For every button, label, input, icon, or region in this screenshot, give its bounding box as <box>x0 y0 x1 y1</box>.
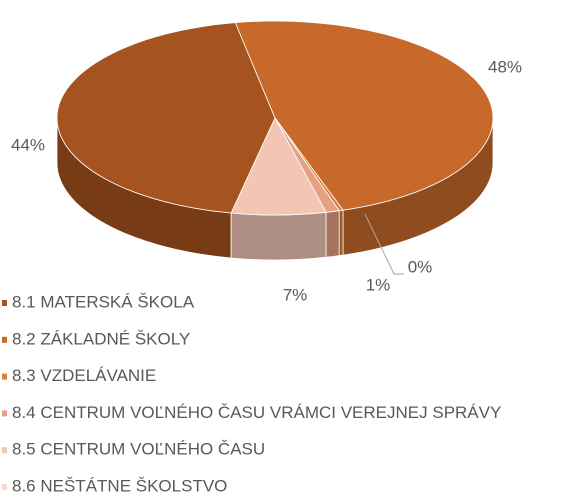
legend-label: 8.4 CENTRUM VOĽNÉHO ČASU VRÁMCI VEREJNEJ… <box>12 403 501 422</box>
slice <box>230 117 327 216</box>
legend-label: 8.5 CENTRUM VOĽNÉHO ČASU <box>12 440 265 459</box>
data-label: 7% <box>283 285 308 304</box>
legend-marker <box>2 300 7 306</box>
slice-side <box>338 209 344 257</box>
data-label: 48% <box>488 57 522 76</box>
legend-label: 8.6 NEŠTÁTNE ŠKOLSTVO <box>12 476 227 495</box>
legend-label: 8.2 ZÁKLADNÉ ŠKOLY <box>12 329 190 348</box>
legend-label: 8.3 VZDELÁVANIE <box>12 366 156 385</box>
data-label: 1% <box>366 275 391 294</box>
data-label: 44% <box>11 135 45 154</box>
legend-marker <box>2 447 7 454</box>
slice <box>234 20 494 211</box>
slice <box>56 22 276 214</box>
slice-side <box>230 211 327 261</box>
leader-line <box>364 213 404 275</box>
legend-label: 8.1 MATERSKÁ ŠKOLA <box>12 292 195 311</box>
legend-marker <box>2 410 7 417</box>
legend-marker <box>2 373 7 380</box>
legend-marker <box>2 484 7 490</box>
data-label: 0% <box>408 257 433 276</box>
slice-side <box>325 210 340 258</box>
legend-marker <box>2 336 7 343</box>
